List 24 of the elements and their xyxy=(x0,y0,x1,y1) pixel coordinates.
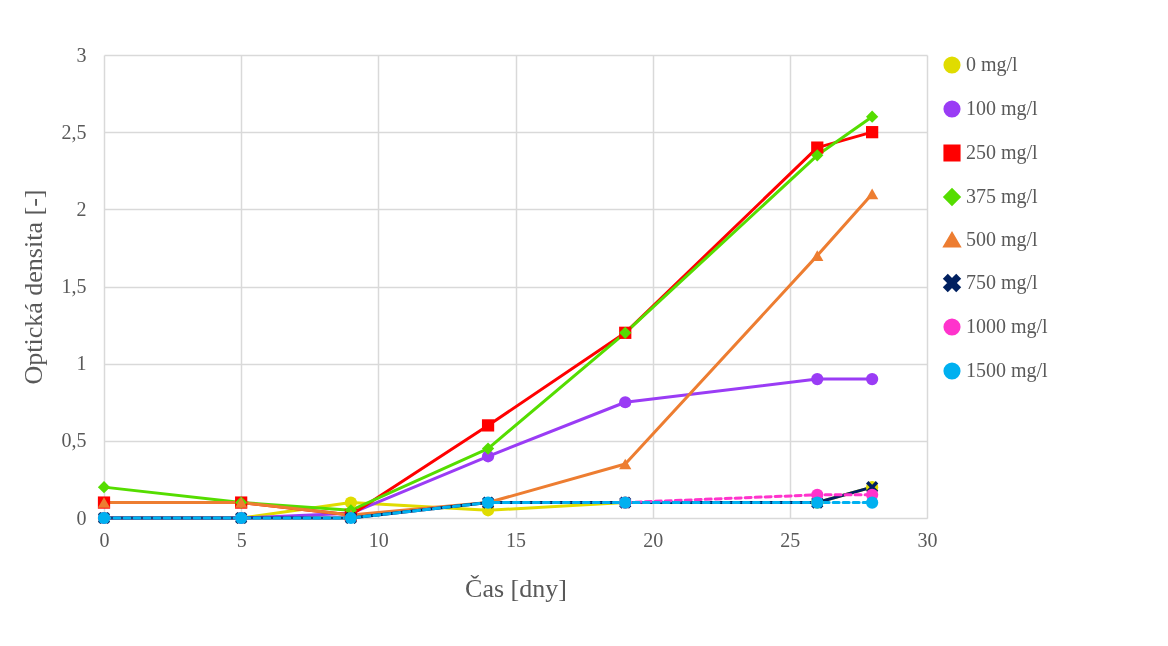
legend-label: 1500 mg/l xyxy=(966,359,1049,382)
legend-label: 100 mg/l xyxy=(966,97,1039,120)
x-tick-label: 20 xyxy=(643,528,664,551)
y-tick-label: 2,5 xyxy=(61,120,87,143)
legend-label: 0 mg/l xyxy=(966,53,1019,76)
legend-label: 1000 mg/l xyxy=(966,315,1049,338)
legend-label: 500 mg/l xyxy=(966,228,1039,251)
legend-label: 375 mg/l xyxy=(966,185,1039,208)
legend-label: 250 mg/l xyxy=(966,141,1039,164)
y-tick-label: 2 xyxy=(76,197,87,220)
legend-label: 750 mg/l xyxy=(966,271,1039,294)
x-tick-label: 0 xyxy=(99,528,110,551)
x-tick-label: 30 xyxy=(917,528,938,551)
x-tick-label: 25 xyxy=(780,528,801,551)
x-axis-title: Čas [dny] xyxy=(465,573,567,603)
y-tick-label: 1 xyxy=(76,352,87,375)
x-tick-label: 10 xyxy=(368,528,389,551)
x-tick-label: 5 xyxy=(236,528,247,551)
y-tick-label: 1,5 xyxy=(61,275,87,297)
x-tick-label: 15 xyxy=(506,528,526,551)
y-tick-label: 3 xyxy=(76,43,87,66)
y-axis-title: Optická densita [-] xyxy=(18,189,48,385)
y-tick-label: 0 xyxy=(76,506,87,529)
y-tick-label: 0,5 xyxy=(61,429,87,452)
